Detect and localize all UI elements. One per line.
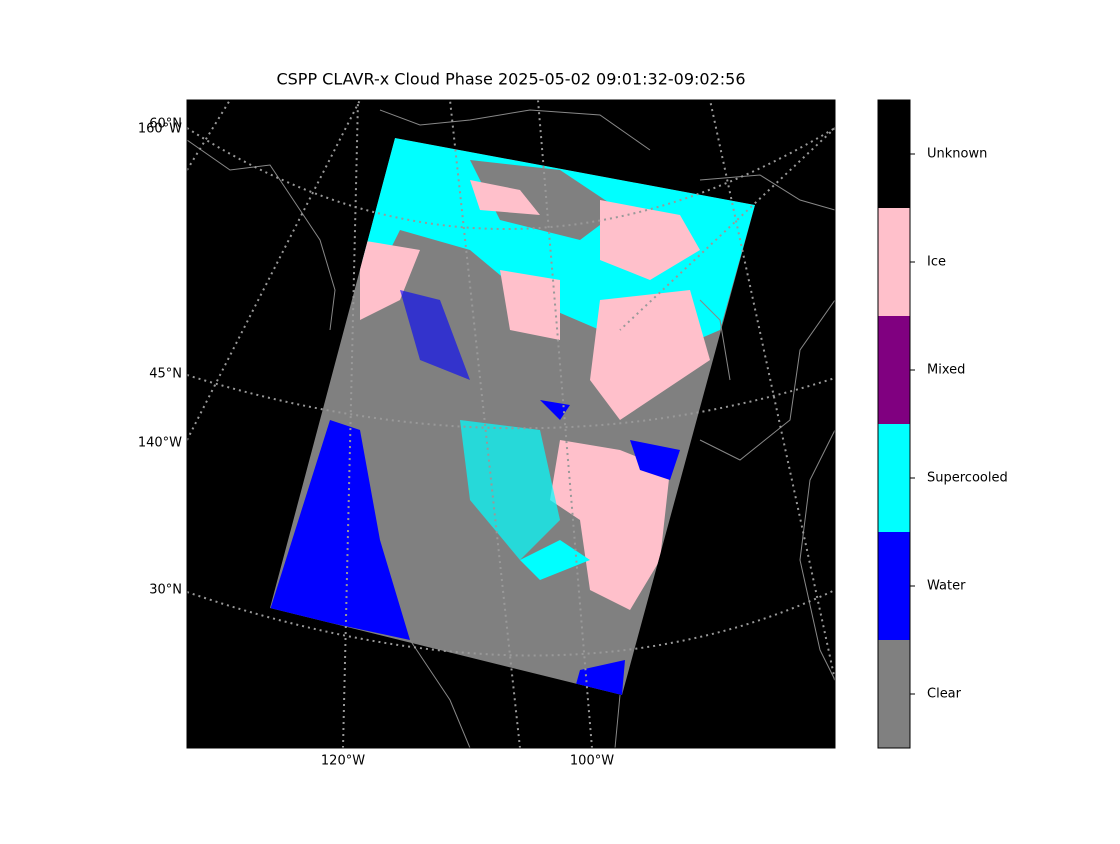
latitude-label: 30°N (149, 583, 182, 598)
colorbar-label: Unknown (927, 147, 987, 162)
longitude-label: 160°W (138, 122, 182, 137)
colorbar-label: Supercooled (927, 471, 1008, 486)
colorbar-segment (878, 100, 910, 208)
colorbar: Unknown Ice Mixed Supercooled Water Clear (878, 100, 1008, 748)
colorbar-segment (878, 532, 910, 640)
colorbar-segment (878, 640, 910, 748)
longitude-label: 120°W (321, 754, 365, 769)
colorbar-segment (878, 424, 910, 532)
colorbar-frame (877, 99, 911, 749)
colorbar-label: Water (927, 579, 966, 594)
colorbar-label: Ice (927, 255, 946, 270)
colorbar-label: Clear (927, 687, 962, 702)
longitude-label: 140°W (138, 436, 182, 451)
coastlines (187, 109, 835, 748)
title: CSPP CLAVR-x Cloud Phase 2025-05-02 09:0… (276, 70, 745, 89)
colorbar-segment (878, 316, 910, 424)
colorbar-segment (878, 208, 910, 316)
latitude-label: 60°N (149, 117, 182, 132)
colorbar-label: Mixed (927, 363, 965, 378)
map-frame (186, 99, 836, 749)
map (187, 100, 835, 748)
latitude-label: 45°N (149, 367, 182, 382)
longitude-label: 100°W (570, 754, 614, 769)
graticule (187, 100, 835, 748)
